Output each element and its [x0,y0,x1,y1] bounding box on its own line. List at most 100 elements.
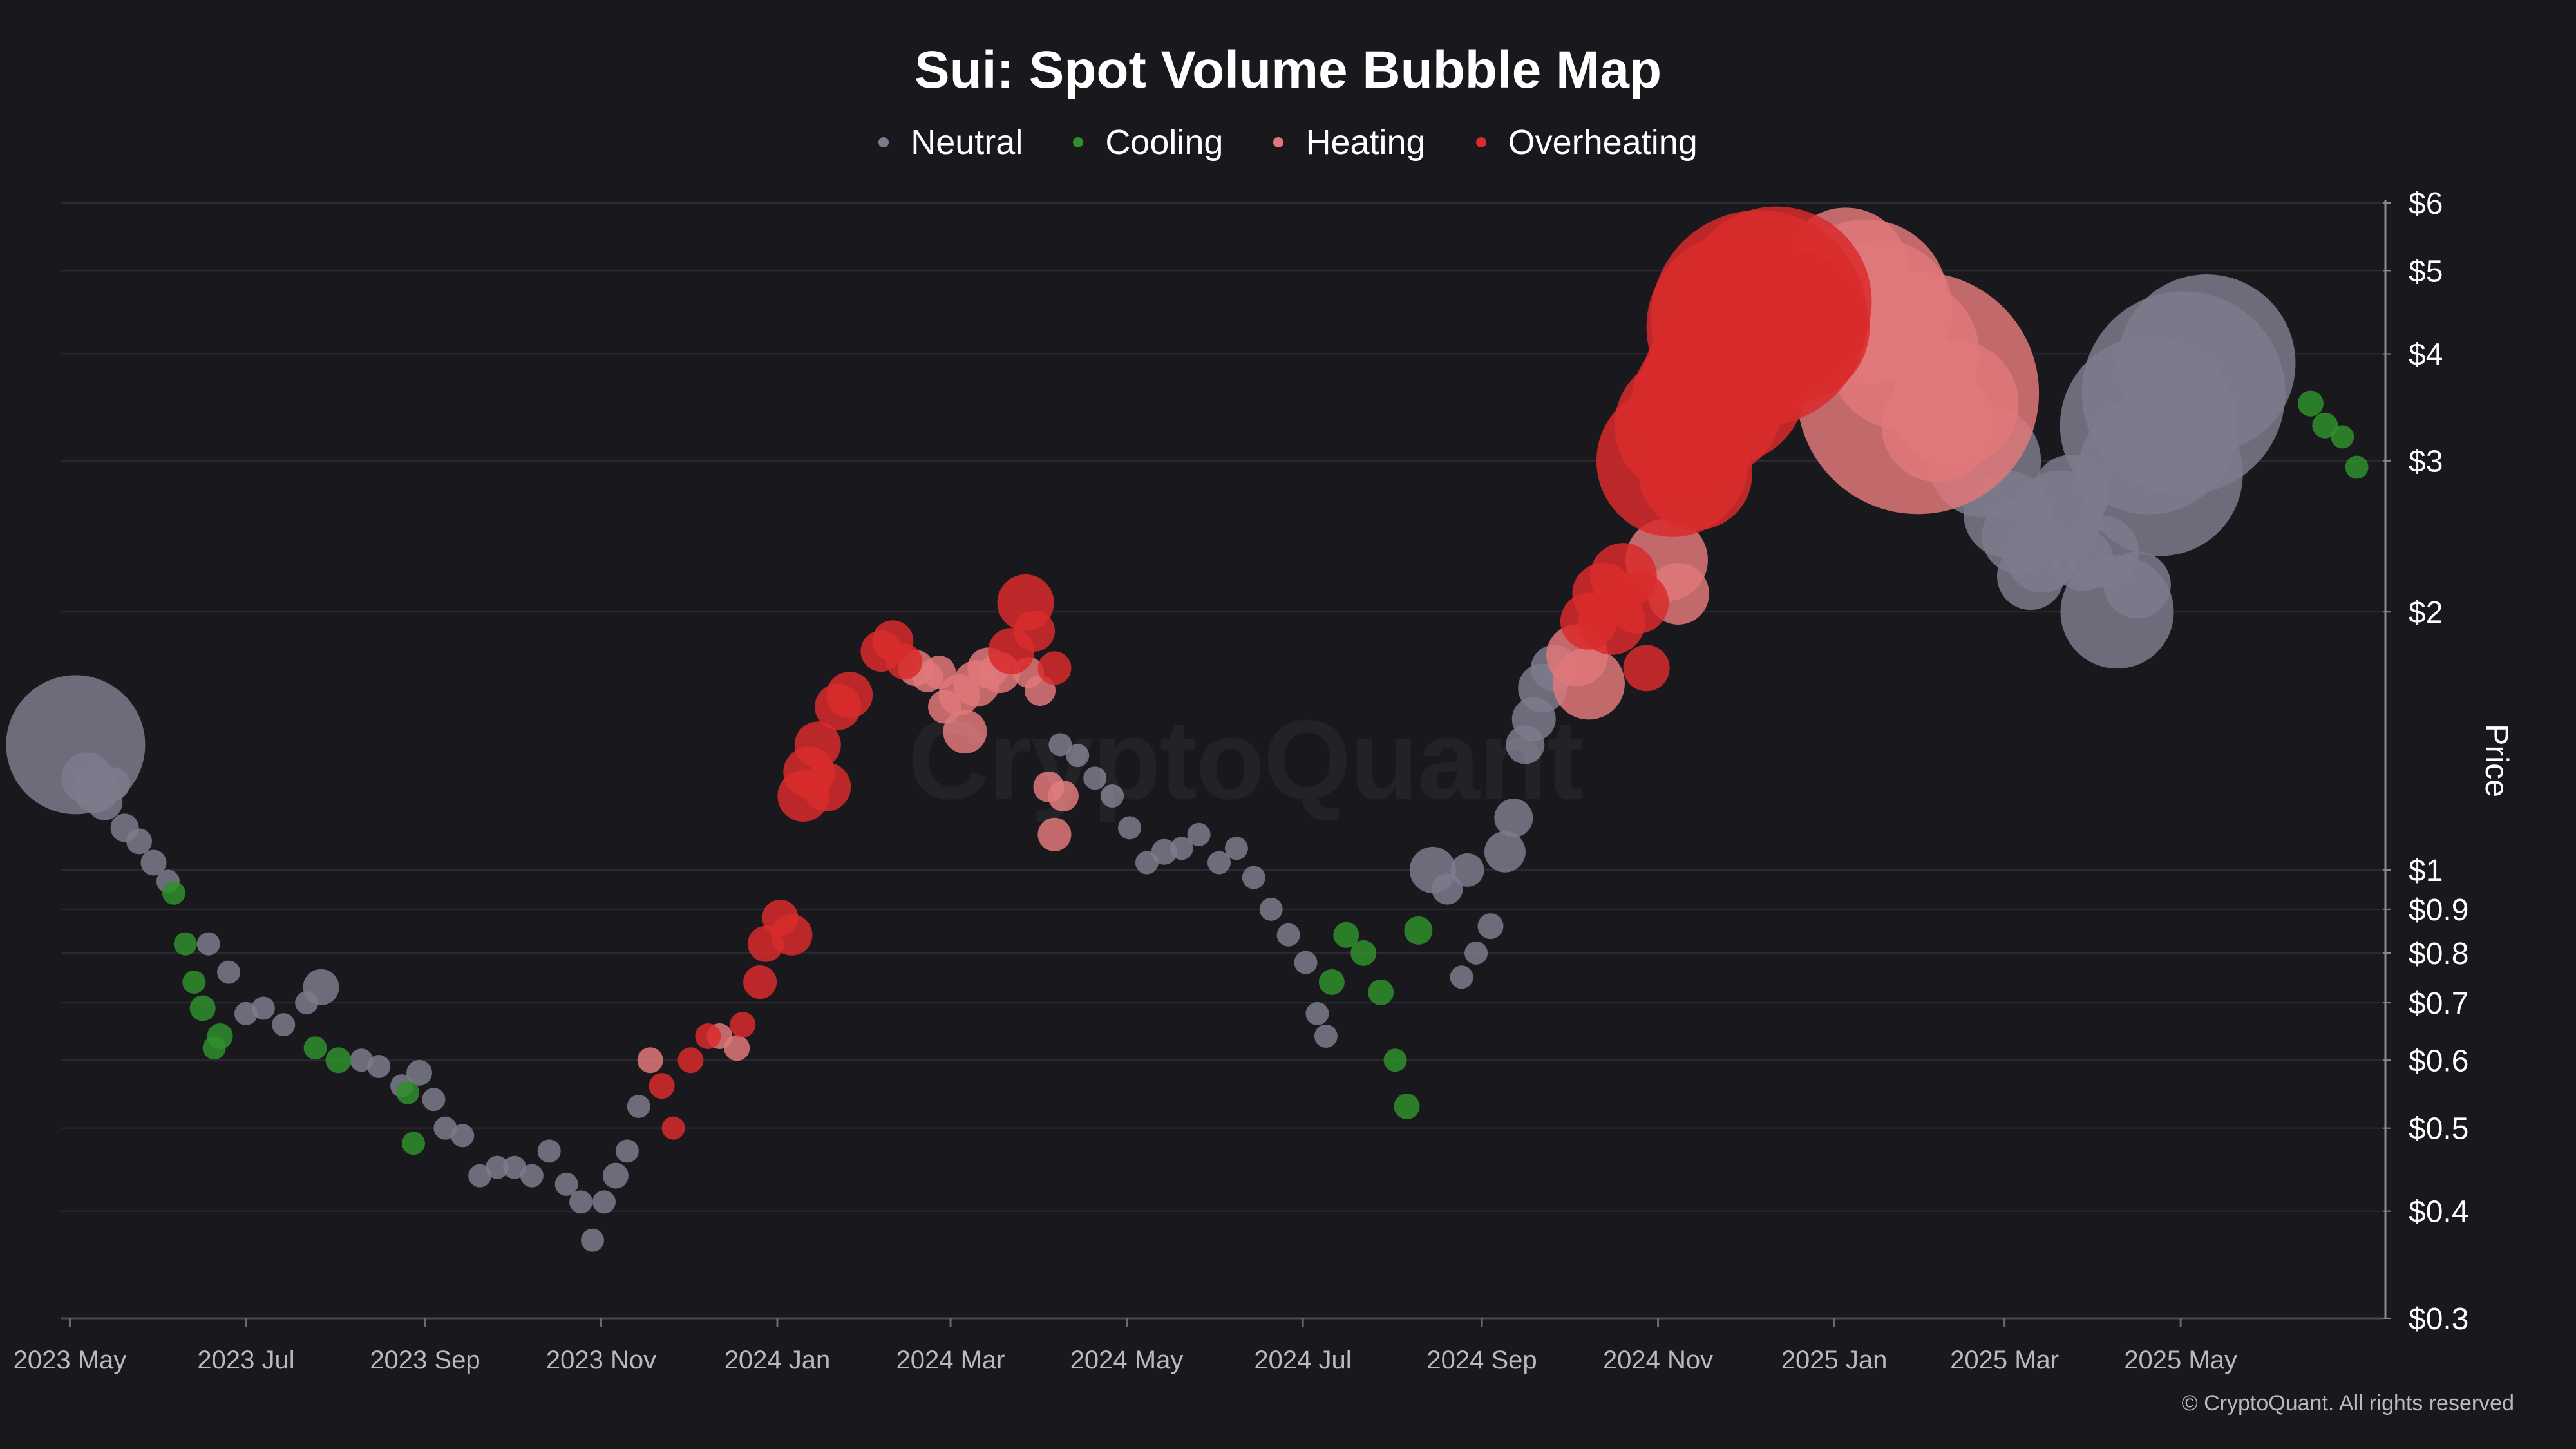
y-tick-label-3: $3 [2409,445,2443,479]
bubble-overheating-12 [802,762,851,811]
bubble-cooling-11 [1333,922,1359,948]
bubble-neutral-38 [1101,784,1124,808]
x-tick-label-12: 2025 May [2124,1346,2237,1374]
bubble-neutral-74 [2103,551,2171,619]
bubble-neutral-51 [1314,1024,1338,1048]
y-tick-label-12: $0.3 [2409,1302,2468,1336]
bubble-heating-0 [637,1047,663,1074]
bubble-neutral-37 [1083,766,1107,790]
bubble-cooling-19 [2331,425,2354,449]
bubble-overheating-11 [794,721,841,768]
bubble-neutral-23 [468,1164,492,1188]
bubble-overheating-4 [730,1012,756,1038]
bubble-cooling-9 [402,1132,426,1155]
legend-label-neutral: Neutral [911,123,1023,162]
bubble-neutral-24 [486,1155,509,1179]
x-tick-label-9: 2024 Nov [1603,1346,1713,1374]
bubble-neutral-13 [272,1013,296,1037]
x-tick-label-2: 2023 Sep [370,1346,480,1374]
legend-label-heating: Heating [1305,123,1426,162]
bubble-cooling-1 [173,932,197,956]
bubble-overheating-17 [886,643,923,680]
x-tick-label-10: 2025 Jan [1781,1346,1888,1374]
bubble-overheating-3 [695,1023,721,1049]
bubble-cooling-16 [1404,916,1433,945]
y-tick-label-0: $6 [2409,187,2443,221]
watermark-logo: CryptoQuant [908,696,1584,825]
x-tick-label-11: 2025 Mar [1950,1346,2059,1374]
bubble-neutral-25 [502,1155,526,1179]
legend-label-cooling: Cooling [1105,123,1224,162]
y-tick-label-7: $0.8 [2409,937,2468,971]
bubble-neutral-42 [1170,837,1193,860]
copyright-notice: © CryptoQuant. All rights reserved [2181,1391,2514,1416]
bubble-cooling-15 [1394,1093,1420,1119]
bubble-neutral-44 [1208,851,1231,875]
legend-item-overheating[interactable]: Overheating [1475,122,1698,162]
bubble-heating-18 [1552,647,1625,720]
bubble-cooling-17 [2297,390,2324,417]
bubble-cooling-0 [162,881,185,905]
bubble-neutral-48 [1276,923,1300,947]
legend-item-cooling[interactable]: Cooling [1073,122,1223,162]
bubble-cooling-8 [396,1081,420,1104]
bubble-cooling-10 [1318,969,1345,996]
x-tick-label-1: 2023 Jul [197,1346,294,1374]
bubble-heating-8 [943,710,987,754]
bubble-neutral-59 [1494,799,1533,838]
legend-dot-heating [1273,137,1284,147]
legend-label-overheating: Overheating [1508,123,1698,162]
bubble-cooling-18 [2312,412,2338,439]
bubble-neutral-30 [581,1228,605,1252]
legend-item-neutral[interactable]: Neutral [878,122,1023,162]
y-tick-label-2: $4 [2409,337,2443,372]
chart-title: Sui: Spot Volume Bubble Map [914,41,1662,99]
y-tick-label-1: $5 [2409,254,2443,289]
bubble-neutral-12 [251,996,275,1020]
legend-dot-overheating [1475,137,1486,147]
y-tick-label-9: $0.6 [2409,1044,2468,1078]
bubble-overheating-36 [1718,251,1870,403]
y-tick-label-11: $0.4 [2409,1195,2468,1229]
bubble-neutral-32 [602,1162,629,1189]
bubble-heating-27 [1892,340,2019,467]
legend-item-heating[interactable]: Heating [1273,122,1426,162]
bubble-neutral-26 [520,1164,544,1188]
bubble-overheating-5 [743,965,777,999]
y-tick-label-5: $1 [2409,854,2443,888]
x-tick-label-7: 2024 Jul [1254,1346,1351,1374]
x-tick-label-8: 2024 Sep [1426,1346,1537,1374]
bubble-neutral-19 [406,1059,432,1086]
bubble-overheating-14 [826,672,873,719]
bubble-overheating-2 [677,1047,704,1074]
bubble-neutral-57 [1450,853,1484,887]
bubble-cooling-20 [2345,455,2369,479]
y-tick-label-6: $0.9 [2409,893,2468,927]
x-tick-label-5: 2024 Mar [896,1346,1005,1374]
legend: Neutral Cooling Heating Overheating [0,122,2576,162]
bubble-neutral-34 [627,1094,650,1118]
bubble-cooling-14 [1383,1048,1407,1072]
x-tick-label-4: 2024 Jan [724,1346,831,1374]
bubble-neutral-6 [126,828,153,855]
bubble-neutral-49 [1294,951,1318,974]
bubble-neutral-43 [1187,822,1211,846]
x-tick-label-6: 2024 May [1070,1346,1184,1374]
bubble-cooling-13 [1368,979,1394,1005]
bubble-neutral-56 [1432,873,1463,905]
bubble-overheating-21 [1037,651,1072,685]
bubble-neutral-39 [1118,816,1142,840]
x-tick-label-0: 2023 May [14,1346,127,1374]
bubble-neutral-10 [217,960,241,984]
bubble-cooling-6 [303,1036,327,1060]
bubble-neutral-46 [1242,866,1265,889]
bubble-cooling-2 [182,971,206,994]
bubble-overheating-8 [771,914,813,956]
bubble-heating-15 [1037,817,1072,851]
bubble-neutral-21 [433,1116,457,1140]
bubble-heating-16 [1047,780,1079,811]
bubble-neutral-47 [1259,897,1283,921]
bubble-neutral-9 [196,932,220,956]
bubble-neutral-45 [1224,837,1248,860]
